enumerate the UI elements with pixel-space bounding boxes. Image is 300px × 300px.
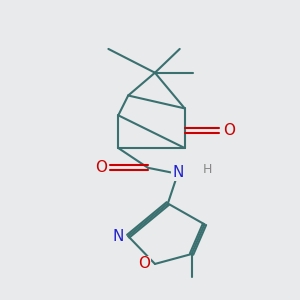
Text: N: N [172, 165, 183, 180]
Text: O: O [223, 123, 235, 138]
Text: O: O [95, 160, 107, 175]
Text: O: O [139, 256, 151, 272]
Text: N: N [112, 229, 124, 244]
Text: H: H [202, 163, 212, 176]
